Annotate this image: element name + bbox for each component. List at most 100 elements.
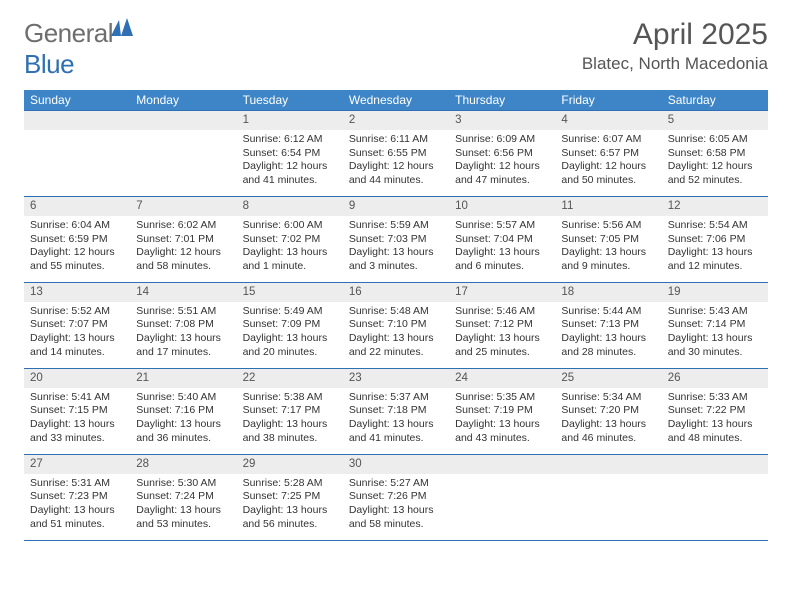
logo: General Blue xyxy=(24,18,137,80)
day-number-empty xyxy=(662,455,768,474)
sunset-text: Sunset: 7:26 PM xyxy=(349,490,443,504)
calendar-day-cell: 15Sunrise: 5:49 AMSunset: 7:09 PMDayligh… xyxy=(237,282,343,368)
day-body: Sunrise: 5:56 AMSunset: 7:05 PMDaylight:… xyxy=(555,216,661,282)
calendar-day-cell: 12Sunrise: 5:54 AMSunset: 7:06 PMDayligh… xyxy=(662,196,768,282)
day-body: Sunrise: 5:38 AMSunset: 7:17 PMDaylight:… xyxy=(237,388,343,454)
daylight-text: Daylight: 12 hours and 41 minutes. xyxy=(243,160,337,187)
daylight-text: Daylight: 13 hours and 51 minutes. xyxy=(30,504,124,531)
calendar-day-cell: 13Sunrise: 5:52 AMSunset: 7:07 PMDayligh… xyxy=(24,282,130,368)
day-number: 29 xyxy=(237,455,343,474)
day-number: 28 xyxy=(130,455,236,474)
day-number: 13 xyxy=(24,283,130,302)
day-number: 2 xyxy=(343,111,449,130)
sunset-text: Sunset: 7:13 PM xyxy=(561,318,655,332)
sunset-text: Sunset: 7:18 PM xyxy=(349,404,443,418)
calendar-day-cell: 28Sunrise: 5:30 AMSunset: 7:24 PMDayligh… xyxy=(130,454,236,540)
sunset-text: Sunset: 7:23 PM xyxy=(30,490,124,504)
sunset-text: Sunset: 7:24 PM xyxy=(136,490,230,504)
calendar-day-cell: 2Sunrise: 6:11 AMSunset: 6:55 PMDaylight… xyxy=(343,111,449,197)
sunrise-text: Sunrise: 5:27 AM xyxy=(349,477,443,491)
sunrise-text: Sunrise: 5:54 AM xyxy=(668,219,762,233)
day-number: 5 xyxy=(662,111,768,130)
calendar-day-cell: 30Sunrise: 5:27 AMSunset: 7:26 PMDayligh… xyxy=(343,454,449,540)
day-number: 24 xyxy=(449,369,555,388)
day-body: Sunrise: 5:27 AMSunset: 7:26 PMDaylight:… xyxy=(343,474,449,540)
sunrise-text: Sunrise: 5:51 AM xyxy=(136,305,230,319)
calendar-day-cell xyxy=(662,454,768,540)
daylight-text: Daylight: 13 hours and 30 minutes. xyxy=(668,332,762,359)
daylight-text: Daylight: 13 hours and 41 minutes. xyxy=(349,418,443,445)
day-body: Sunrise: 5:52 AMSunset: 7:07 PMDaylight:… xyxy=(24,302,130,368)
calendar-day-cell xyxy=(449,454,555,540)
sunset-text: Sunset: 7:08 PM xyxy=(136,318,230,332)
sunset-text: Sunset: 6:58 PM xyxy=(668,147,762,161)
day-number: 16 xyxy=(343,283,449,302)
sunrise-text: Sunrise: 5:46 AM xyxy=(455,305,549,319)
day-number: 6 xyxy=(24,197,130,216)
day-body: Sunrise: 5:59 AMSunset: 7:03 PMDaylight:… xyxy=(343,216,449,282)
sunset-text: Sunset: 7:22 PM xyxy=(668,404,762,418)
page-location: Blatec, North Macedonia xyxy=(582,54,768,74)
day-body: Sunrise: 5:43 AMSunset: 7:14 PMDaylight:… xyxy=(662,302,768,368)
sunset-text: Sunset: 7:06 PM xyxy=(668,233,762,247)
calendar-day-cell: 5Sunrise: 6:05 AMSunset: 6:58 PMDaylight… xyxy=(662,111,768,197)
day-number: 7 xyxy=(130,197,236,216)
day-number: 17 xyxy=(449,283,555,302)
day-body: Sunrise: 5:48 AMSunset: 7:10 PMDaylight:… xyxy=(343,302,449,368)
calendar-day-cell: 10Sunrise: 5:57 AMSunset: 7:04 PMDayligh… xyxy=(449,196,555,282)
calendar-day-cell xyxy=(24,111,130,197)
sunset-text: Sunset: 7:14 PM xyxy=(668,318,762,332)
weekday-header: Sunday xyxy=(24,90,130,111)
sunset-text: Sunset: 7:25 PM xyxy=(243,490,337,504)
calendar-day-cell: 14Sunrise: 5:51 AMSunset: 7:08 PMDayligh… xyxy=(130,282,236,368)
day-number-empty xyxy=(24,111,130,130)
calendar-day-cell: 8Sunrise: 6:00 AMSunset: 7:02 PMDaylight… xyxy=(237,196,343,282)
day-body: Sunrise: 5:30 AMSunset: 7:24 PMDaylight:… xyxy=(130,474,236,540)
sunset-text: Sunset: 6:57 PM xyxy=(561,147,655,161)
day-body: Sunrise: 5:41 AMSunset: 7:15 PMDaylight:… xyxy=(24,388,130,454)
weekday-header: Wednesday xyxy=(343,90,449,111)
daylight-text: Daylight: 13 hours and 6 minutes. xyxy=(455,246,549,273)
calendar-day-cell: 25Sunrise: 5:34 AMSunset: 7:20 PMDayligh… xyxy=(555,368,661,454)
day-body: Sunrise: 5:51 AMSunset: 7:08 PMDaylight:… xyxy=(130,302,236,368)
day-body: Sunrise: 5:40 AMSunset: 7:16 PMDaylight:… xyxy=(130,388,236,454)
sunrise-text: Sunrise: 5:57 AM xyxy=(455,219,549,233)
header-right: April 2025 Blatec, North Macedonia xyxy=(582,18,768,74)
daylight-text: Daylight: 13 hours and 56 minutes. xyxy=(243,504,337,531)
day-number: 8 xyxy=(237,197,343,216)
sunrise-text: Sunrise: 5:30 AM xyxy=(136,477,230,491)
day-number: 20 xyxy=(24,369,130,388)
sunrise-text: Sunrise: 5:40 AM xyxy=(136,391,230,405)
calendar-day-cell: 23Sunrise: 5:37 AMSunset: 7:18 PMDayligh… xyxy=(343,368,449,454)
day-number: 10 xyxy=(449,197,555,216)
sunset-text: Sunset: 7:17 PM xyxy=(243,404,337,418)
weekday-header: Saturday xyxy=(662,90,768,111)
calendar-table: Sunday Monday Tuesday Wednesday Thursday… xyxy=(24,90,768,541)
sunset-text: Sunset: 7:07 PM xyxy=(30,318,124,332)
day-number: 26 xyxy=(662,369,768,388)
sunrise-text: Sunrise: 5:44 AM xyxy=(561,305,655,319)
sunset-text: Sunset: 7:16 PM xyxy=(136,404,230,418)
day-body: Sunrise: 5:31 AMSunset: 7:23 PMDaylight:… xyxy=(24,474,130,540)
sunset-text: Sunset: 7:10 PM xyxy=(349,318,443,332)
sunset-text: Sunset: 7:09 PM xyxy=(243,318,337,332)
day-number: 11 xyxy=(555,197,661,216)
day-body: Sunrise: 5:46 AMSunset: 7:12 PMDaylight:… xyxy=(449,302,555,368)
calendar-day-cell: 1Sunrise: 6:12 AMSunset: 6:54 PMDaylight… xyxy=(237,111,343,197)
sunset-text: Sunset: 6:55 PM xyxy=(349,147,443,161)
daylight-text: Daylight: 12 hours and 55 minutes. xyxy=(30,246,124,273)
daylight-text: Daylight: 13 hours and 33 minutes. xyxy=(30,418,124,445)
calendar-day-cell: 6Sunrise: 6:04 AMSunset: 6:59 PMDaylight… xyxy=(24,196,130,282)
logo-mark-icon xyxy=(111,12,135,42)
sunrise-text: Sunrise: 5:33 AM xyxy=(668,391,762,405)
daylight-text: Daylight: 12 hours and 44 minutes. xyxy=(349,160,443,187)
day-body: Sunrise: 5:44 AMSunset: 7:13 PMDaylight:… xyxy=(555,302,661,368)
day-number: 15 xyxy=(237,283,343,302)
daylight-text: Daylight: 13 hours and 25 minutes. xyxy=(455,332,549,359)
sunrise-text: Sunrise: 5:43 AM xyxy=(668,305,762,319)
sunrise-text: Sunrise: 5:41 AM xyxy=(30,391,124,405)
day-number: 19 xyxy=(662,283,768,302)
day-body-empty xyxy=(449,474,555,540)
sunrise-text: Sunrise: 5:37 AM xyxy=(349,391,443,405)
sunrise-text: Sunrise: 6:05 AM xyxy=(668,133,762,147)
